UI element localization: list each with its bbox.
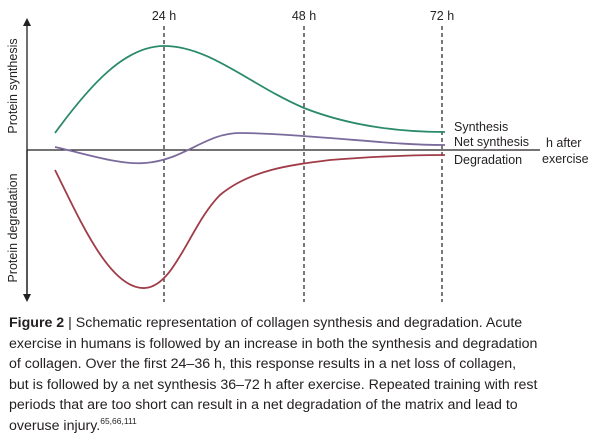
caption-text: | Schematic representation of collagen s… (68, 315, 523, 331)
caption-line: overuse injury.65,66,111 (9, 416, 599, 437)
x-axis-label: exercise (542, 152, 589, 166)
curve-label: Net synthesis (454, 135, 529, 149)
degradation-curve (54, 154, 446, 289)
caption-line: Figure 2 | Schematic representation of c… (9, 313, 599, 334)
tick-label: 48 h (292, 9, 316, 23)
caption-refs: 65,66,111 (100, 415, 137, 426)
caption-line: exercise in humans is followed by an inc… (9, 335, 538, 352)
caption-line: periods that are too short can result in… (9, 397, 518, 413)
net-synthesis-curve (54, 132, 446, 165)
tick-label: 24 h (152, 9, 176, 23)
tick-label: 72 h (430, 9, 454, 23)
guides (163, 26, 443, 302)
caption-text: overuse injury. (9, 417, 101, 434)
x-axis-label: h after (546, 136, 581, 150)
caption: Figure 2 | Schematic representation of c… (9, 313, 599, 436)
y-axis-label: Protein degradation (6, 173, 20, 282)
curve-label: Synthesis (454, 120, 508, 134)
curve-label: Degradation (454, 153, 522, 167)
figure: 24 h 48 h 72 h Synthesis Net synthesis D… (6, 9, 589, 302)
caption-line: of collagen. Over the first 24–36 h, thi… (9, 356, 517, 372)
caption-line: but is followed by a net synthesis 36–72… (9, 376, 538, 393)
synthesis-curve (54, 45, 446, 134)
y-axis-label: Protein synthesis (6, 38, 20, 133)
caption-label: Figure 2 (9, 315, 65, 331)
